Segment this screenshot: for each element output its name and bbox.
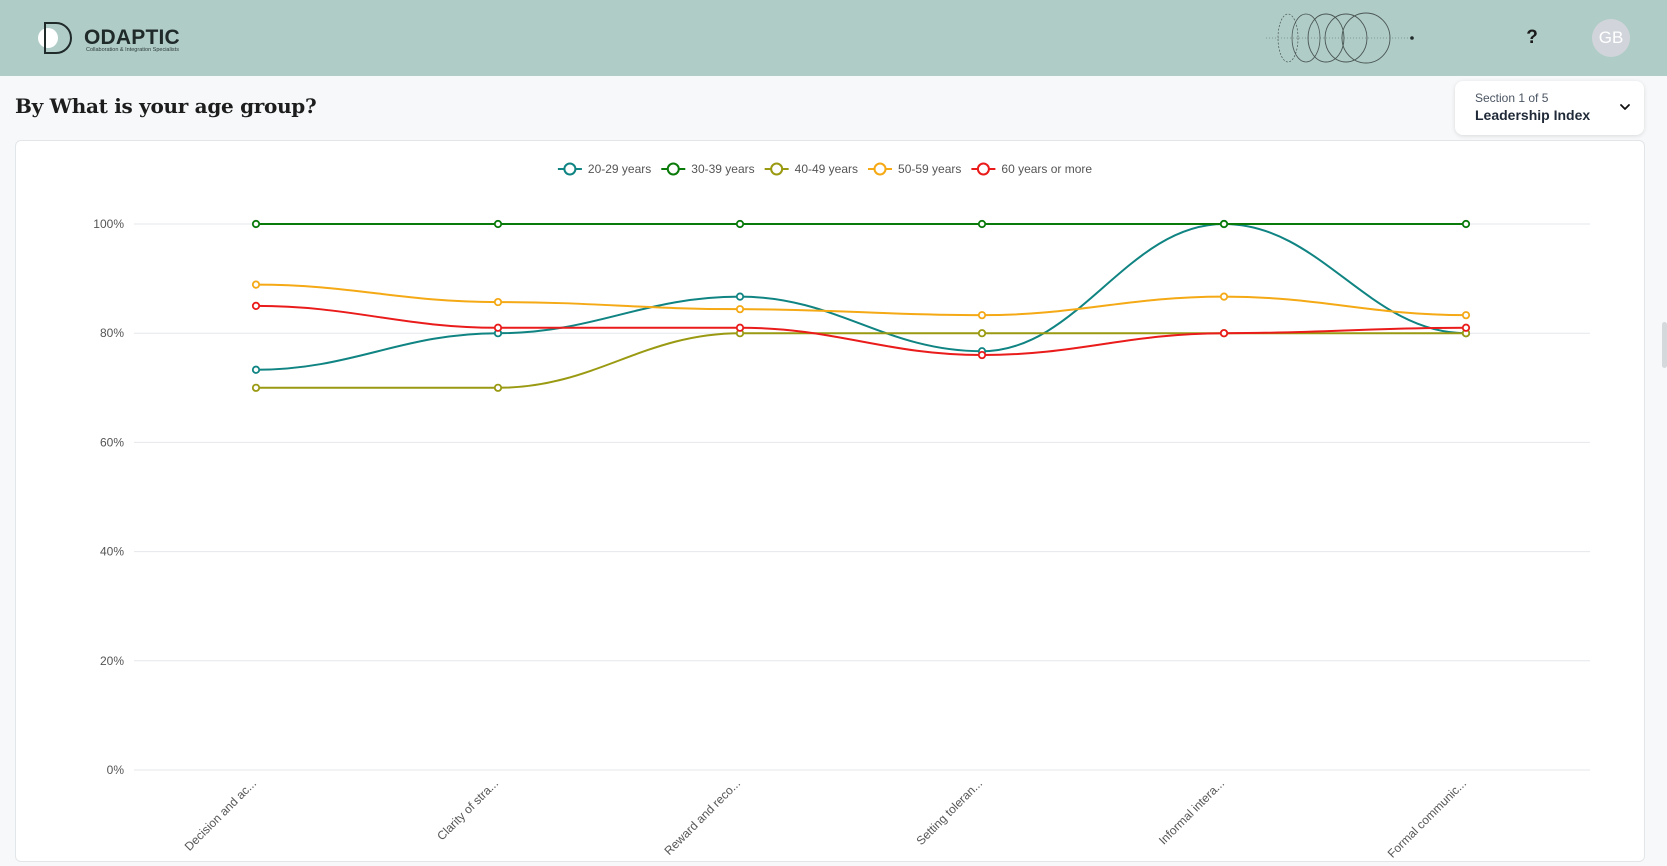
- y-tick-label: 20%: [100, 654, 124, 668]
- y-tick-label: 0%: [107, 763, 125, 777]
- legend-label: 20-29 years: [588, 162, 651, 176]
- legend-marker-icon: [666, 162, 680, 176]
- data-point[interactable]: [251, 383, 261, 392]
- x-axis: Decision and ac... Clarity of stra... Rewa…: [182, 776, 1469, 860]
- legend-item[interactable]: 50-59 years: [868, 162, 961, 176]
- section-dropdown-value: Leadership Index: [1475, 107, 1591, 123]
- y-tick-label: 40%: [100, 545, 124, 559]
- data-point[interactable]: [735, 292, 745, 301]
- legend-label: 40-49 years: [795, 162, 858, 176]
- legend-item[interactable]: 30-39 years: [661, 162, 755, 176]
- y-tick-label: 80%: [100, 326, 124, 340]
- data-point[interactable]: [251, 219, 261, 229]
- data-point[interactable]: [1461, 219, 1471, 229]
- legend-marker-icon: [770, 162, 784, 176]
- data-point[interactable]: [493, 297, 503, 307]
- logo-tagline: Collaboration & Integration Specialists: [86, 47, 179, 53]
- data-point[interactable]: [493, 383, 503, 392]
- series-line: [255, 283, 1467, 317]
- data-point[interactable]: [735, 323, 745, 332]
- x-tick-label: Formal communic...: [1385, 776, 1469, 860]
- legend-item[interactable]: 40-49 years: [764, 162, 858, 176]
- data-point[interactable]: [977, 329, 987, 338]
- help-button[interactable]: ?: [1526, 27, 1538, 48]
- legend-label: 30-39 years: [691, 162, 754, 176]
- data-point[interactable]: [1461, 311, 1471, 320]
- data-point[interactable]: [1219, 292, 1229, 301]
- page-scrollbar[interactable]: [1662, 322, 1667, 368]
- odaptic-logo[interactable]: ODAPTIC Collaboration & Integration Spec…: [36, 18, 196, 58]
- chart-gridlines: [134, 223, 1590, 771]
- legend-marker-icon: [873, 162, 887, 176]
- data-point[interactable]: [251, 280, 261, 289]
- logo-wordmark: ODAPTIC: [84, 26, 180, 49]
- y-axis: 100% 80% 60% 40% 20% 0%: [93, 217, 124, 777]
- x-tick-label: Decision and ac...: [182, 776, 259, 853]
- y-tick-label: 100%: [93, 217, 124, 231]
- x-tick-label: Clarity of stra...: [434, 776, 501, 843]
- section-dropdown[interactable]: Section 1 of 5 Leadership Index: [1455, 81, 1644, 135]
- legend-marker-icon: [976, 162, 990, 176]
- x-tick-label: Setting toleran...: [913, 776, 985, 848]
- data-point[interactable]: [493, 323, 503, 332]
- data-point[interactable]: [735, 305, 745, 314]
- x-tick-label: Informal intera...: [1156, 776, 1227, 847]
- legend-label: 50-59 years: [898, 162, 961, 176]
- data-point[interactable]: [1219, 219, 1229, 229]
- series-line: [255, 304, 1467, 357]
- data-point[interactable]: [1461, 323, 1471, 332]
- series-line: [255, 222, 1467, 371]
- chart-legend: 20-29 years 30-39 years 40-49 years 50-59 y…: [557, 162, 1092, 176]
- chart-series-lines: [255, 222, 1467, 389]
- data-point[interactable]: [735, 219, 745, 229]
- line-chart: 20-29 years 30-39 years 40-49 years 50-59 y…: [93, 162, 1590, 861]
- x-tick-label: Reward and reco...: [662, 776, 744, 858]
- section-dropdown-subtitle: Section 1 of 5: [1475, 91, 1549, 105]
- chevron-down-icon: [1620, 104, 1630, 110]
- data-point[interactable]: [977, 219, 987, 229]
- data-point[interactable]: [977, 311, 987, 320]
- page-title: By What is your age group?: [15, 94, 317, 118]
- user-avatar[interactable]: GB: [1592, 19, 1630, 57]
- legend-marker-icon: [563, 162, 577, 176]
- y-tick-label: 60%: [100, 435, 124, 449]
- top-bar: ODAPTIC Collaboration & Integration Spec…: [0, 0, 1667, 76]
- legend-label: 60 years or more: [1001, 162, 1092, 176]
- legend-item[interactable]: 60 years or more: [971, 162, 1092, 176]
- chart-points: [251, 219, 1471, 392]
- decorative-circles-icon: [1266, 12, 1414, 64]
- chart-card: 20-29 years 30-39 years 40-49 years 50-59 y…: [15, 140, 1645, 862]
- data-point[interactable]: [1219, 329, 1229, 338]
- data-point[interactable]: [251, 301, 261, 310]
- data-point[interactable]: [251, 365, 261, 374]
- data-point[interactable]: [977, 350, 987, 360]
- data-point[interactable]: [493, 219, 503, 229]
- logo-mark-icon: [38, 22, 72, 54]
- legend-item[interactable]: 20-29 years: [557, 162, 651, 176]
